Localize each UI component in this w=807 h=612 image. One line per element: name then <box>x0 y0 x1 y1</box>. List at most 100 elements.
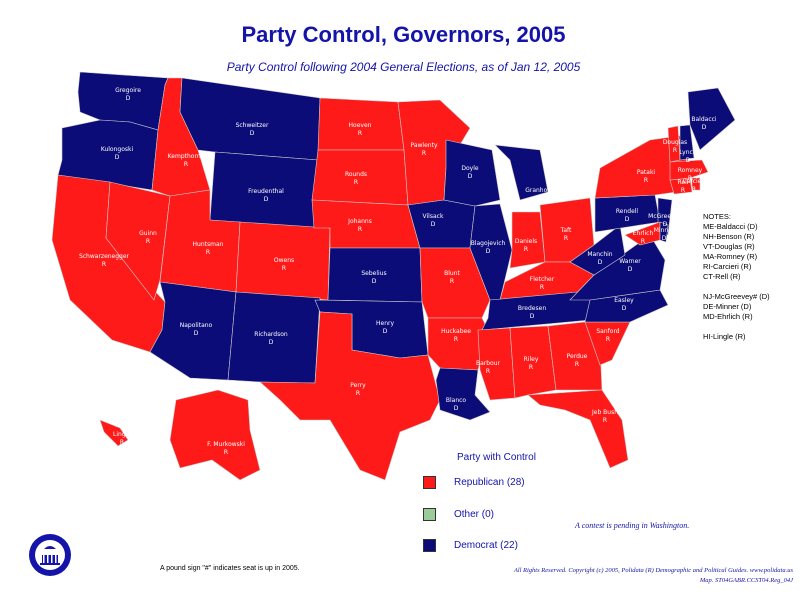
governor-party-ak: R <box>224 449 228 456</box>
state-de <box>659 221 669 243</box>
note-line <box>703 322 770 332</box>
governor-party-ri: R <box>692 186 696 193</box>
governor-party-sc: R <box>606 336 610 343</box>
map-title: Party Control, Governors, 2005 <box>241 22 566 47</box>
governor-party-il: D <box>486 248 491 255</box>
governor-party-nd: R <box>358 130 362 137</box>
governor-party-in: R <box>524 246 528 253</box>
governor-name-ri: Carcieri <box>683 178 706 185</box>
state-la <box>435 367 491 421</box>
governor-party-wv: D <box>598 259 603 266</box>
governor-name-fl: Jeb Bush <box>591 409 618 416</box>
governor-party-me: D <box>702 124 707 131</box>
copyright-line-1: All Rights Reserved. Copyright (c) 2005,… <box>513 567 793 574</box>
governor-party-va: D <box>628 266 633 273</box>
copyright-text: All Rights Reserved. Copyright (c) 2005,… <box>514 566 793 586</box>
legend-item-republican: Republican (28) <box>423 476 525 489</box>
governor-name-ut: Huntsman <box>193 241 224 248</box>
governor-party-ky: R <box>540 284 544 291</box>
contest-note: A contest is pending in Washington. <box>575 521 690 530</box>
governor-party-ia: D <box>431 221 436 228</box>
governor-party-ut: R <box>206 249 210 256</box>
governor-name-la: Blanco <box>446 397 467 404</box>
governor-party-ms: R <box>486 368 490 375</box>
governor-name-nm: Richardson <box>254 331 288 338</box>
state-mt <box>179 77 321 161</box>
state-ga <box>547 321 603 391</box>
governor-name-va: Warner <box>619 258 641 265</box>
governor-name-ca: Schwarzenegger <box>79 253 130 260</box>
note-line <box>703 282 770 292</box>
note-line: HI-Lingle (R) <box>703 332 746 341</box>
legend-label-republican: Republican (28) <box>454 477 525 489</box>
governor-name-wi: Doyle <box>461 165 479 172</box>
governor-party-sd: R <box>354 179 358 186</box>
governor-party-or: D <box>115 154 120 161</box>
state-nv <box>105 181 171 301</box>
governor-name-pa: Rendell <box>616 208 639 215</box>
governor-name-mo: Blunt <box>444 270 460 277</box>
governor-name-nj: McGreevey <box>648 213 682 220</box>
governor-name-mi: Granholm <box>525 187 555 194</box>
legend-swatch-republican <box>423 476 436 489</box>
governor-name-co: Owens <box>274 257 294 264</box>
governor-name-ny: Pataki <box>637 169 656 176</box>
note-line: ME-Baldacci (D) <box>703 222 758 231</box>
governor-party-id: R <box>184 161 188 168</box>
governor-party-hi: R <box>120 439 124 446</box>
governor-name-il: Blagojevich <box>471 240 506 247</box>
governor-party-co: R <box>282 265 286 272</box>
governor-name-sd: Rounds <box>345 171 367 178</box>
governor-name-md: Ehrlich <box>633 230 654 237</box>
governor-party-ks: D <box>372 278 377 285</box>
governor-name-nd: Hoeven <box>349 122 372 129</box>
governor-party-tx: R <box>356 390 360 397</box>
legend-swatch-other <box>423 508 436 521</box>
governor-party-pa: D <box>625 216 630 223</box>
governor-party-md: R <box>641 238 645 245</box>
state-fl <box>527 389 629 469</box>
governor-party-nj: D <box>663 221 668 228</box>
state-me <box>687 87 736 151</box>
governor-name-mn: Pawlenty <box>411 142 438 149</box>
governor-name-vt: Douglas <box>663 139 687 146</box>
notes-box: NOTES: ME-Baldacci (D) NH-Benson (R) VT-Do… <box>703 212 770 342</box>
note-line: RI-Carcieri (R) <box>703 262 752 271</box>
note-line: MA-Romney (R) <box>703 252 758 261</box>
governor-party-la: D <box>454 405 459 412</box>
governor-party-vt: R <box>673 147 677 154</box>
governor-party-wi: D <box>468 173 473 180</box>
state-ms <box>477 327 516 401</box>
governor-name-de: Minner <box>654 227 675 234</box>
governor-party-ny: R <box>644 177 648 184</box>
governor-name-mt: Schweitzer <box>236 122 269 129</box>
governor-party-wy: D <box>264 196 269 203</box>
governor-name-ne: Johanns <box>347 218 372 225</box>
governor-name-or: Kulongoski <box>101 146 134 153</box>
governor-name-wy: Freudenthal <box>248 188 284 195</box>
governor-name-sc: Sanford <box>596 328 619 335</box>
governor-name-nc: Easley <box>614 297 634 304</box>
state-nh <box>679 124 695 161</box>
governor-party-oh: R <box>564 235 568 242</box>
state-ia <box>407 199 476 249</box>
governor-name-ma: Romney <box>678 167 703 174</box>
governor-party-ct: R <box>681 187 685 194</box>
governor-name-tn: Bredesen <box>518 305 546 312</box>
governor-party-mo: R <box>450 278 454 285</box>
legend-title: Party with Control <box>457 452 536 463</box>
governor-name-al: Riley <box>524 356 539 363</box>
legend-swatch-democrat <box>423 539 436 552</box>
state-ak <box>169 389 261 481</box>
governor-name-ar: Huckabee <box>441 328 471 335</box>
governor-name-ga: Perdue <box>567 353 588 360</box>
copyright-line-2: Map. ST04GABR.CCST04.Reg_04J <box>699 577 793 584</box>
governor-name-nv: Guinn <box>139 230 157 237</box>
governor-party-wa: D <box>126 95 131 102</box>
governor-name-ky: Fletcher <box>530 276 555 283</box>
notes-heading: NOTES: <box>703 212 731 221</box>
governor-party-az: D <box>194 330 199 337</box>
governor-party-de: D <box>662 235 667 242</box>
governor-name-in: Daniels <box>515 238 537 245</box>
governor-name-wv: Manchin <box>587 251 612 258</box>
